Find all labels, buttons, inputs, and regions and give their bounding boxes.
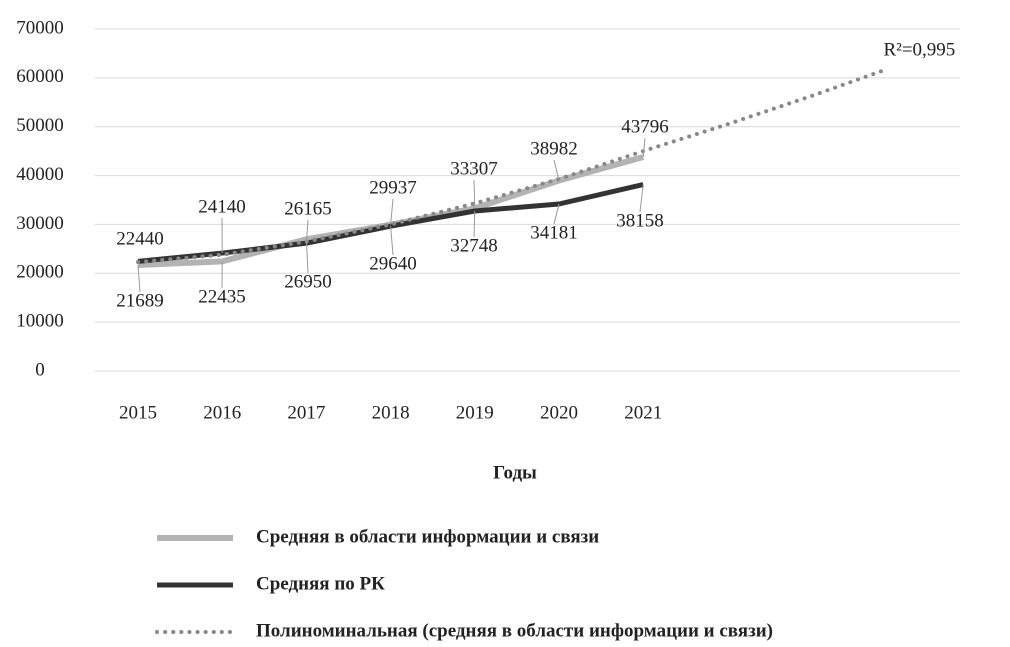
data-label: 29640 (369, 253, 417, 274)
x-axis-label: Годы (493, 462, 537, 483)
y-tick-label: 0 (35, 359, 45, 380)
leader-line (640, 185, 643, 212)
legend-label: Полиноминальная (средняя в области инфор… (256, 620, 773, 641)
x-tick-label: 2020 (540, 402, 578, 423)
x-tick-label: 2016 (203, 402, 241, 423)
y-tick-label: 50000 (16, 115, 64, 136)
y-tick-label: 40000 (16, 164, 64, 185)
data-label: 24140 (198, 196, 246, 217)
x-tick-label: 2019 (456, 402, 494, 423)
data-label: 26165 (284, 198, 332, 219)
leader-line (138, 265, 140, 292)
leader-line (643, 138, 645, 157)
data-label: 38982 (530, 138, 578, 159)
data-label: 38158 (616, 210, 664, 231)
data-label: 33307 (450, 158, 498, 179)
y-tick-label: 30000 (16, 213, 64, 234)
data-label: 26950 (284, 271, 332, 292)
x-tick-label: 2017 (287, 402, 325, 423)
legend-label: Средняя по РК (256, 573, 385, 594)
annotation: R²=0,995 (883, 39, 955, 60)
data-label: 32748 (450, 235, 498, 256)
y-tick-label: 60000 (16, 66, 64, 87)
leader-line (554, 160, 559, 181)
data-label: 22440 (116, 228, 164, 249)
data-label: 21689 (116, 290, 164, 311)
data-label: 29937 (369, 177, 417, 198)
x-tick-label: 2018 (372, 402, 410, 423)
data-label: 22435 (198, 286, 246, 307)
leader-line (474, 211, 475, 237)
data-label: 34181 (530, 222, 578, 243)
legend-label: Средняя в области информации и связи (256, 526, 599, 547)
y-tick-label: 70000 (16, 17, 64, 38)
y-tick-label: 20000 (16, 262, 64, 283)
x-tick-label: 2015 (119, 402, 157, 423)
data-label: 43796 (621, 116, 669, 137)
leader-line (391, 226, 393, 255)
leader-line (391, 199, 393, 225)
trend-line (138, 69, 887, 262)
y-tick-label: 10000 (16, 311, 64, 332)
leader-line (554, 204, 559, 224)
x-tick-label: 2021 (624, 402, 662, 423)
